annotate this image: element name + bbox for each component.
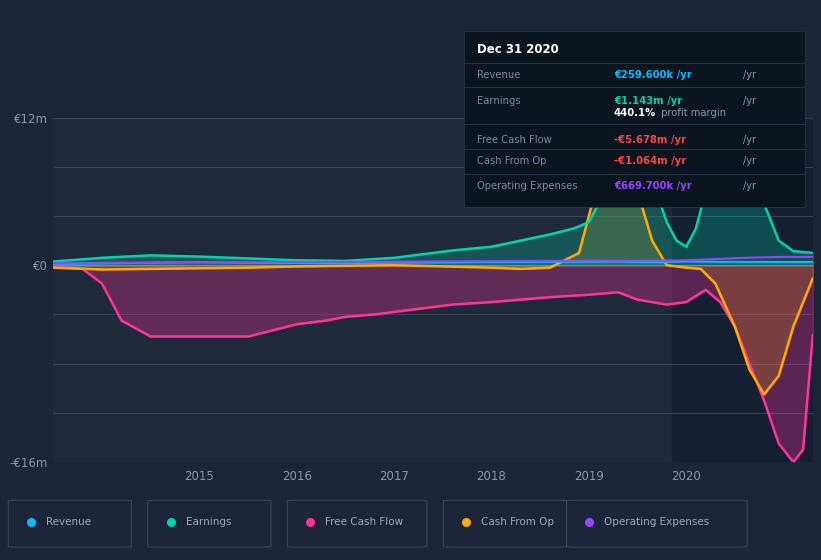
Text: Cash From Op: Cash From Op: [481, 517, 554, 527]
Text: Operating Expenses: Operating Expenses: [604, 517, 709, 527]
Text: -€1.064m /yr: -€1.064m /yr: [614, 156, 686, 166]
Text: Earnings: Earnings: [478, 96, 521, 106]
Text: /yr: /yr: [743, 135, 756, 145]
Text: Operating Expenses: Operating Expenses: [478, 181, 578, 191]
Text: -€5.678m /yr: -€5.678m /yr: [614, 135, 686, 145]
Text: Free Cash Flow: Free Cash Flow: [478, 135, 553, 145]
Text: /yr: /yr: [743, 181, 756, 191]
Text: /yr: /yr: [743, 156, 756, 166]
Text: Cash From Op: Cash From Op: [478, 156, 547, 166]
Text: /yr: /yr: [743, 70, 756, 80]
Text: €1.143m /yr: €1.143m /yr: [614, 96, 682, 106]
Text: Dec 31 2020: Dec 31 2020: [478, 43, 559, 56]
Text: Revenue: Revenue: [46, 517, 91, 527]
Text: profit margin: profit margin: [658, 108, 727, 118]
Text: Revenue: Revenue: [478, 70, 521, 80]
Bar: [672, 118, 821, 462]
Text: 440.1%: 440.1%: [614, 108, 656, 118]
Text: Free Cash Flow: Free Cash Flow: [325, 517, 403, 527]
Text: €259.600k /yr: €259.600k /yr: [614, 70, 691, 80]
Text: €669.700k /yr: €669.700k /yr: [614, 181, 691, 191]
Text: /yr: /yr: [743, 96, 756, 106]
Text: Earnings: Earnings: [186, 517, 231, 527]
